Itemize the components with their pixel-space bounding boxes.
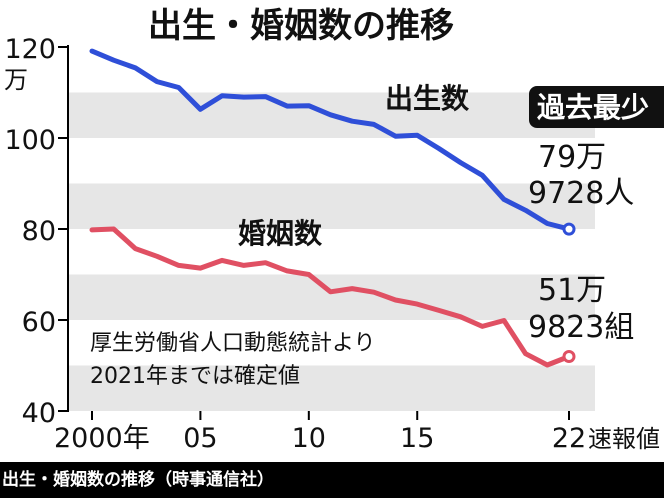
- series-line-marriages: [89, 226, 572, 368]
- source-note-line2: 2021年までは確定値: [90, 364, 300, 389]
- series-end-point-births: [562, 222, 576, 236]
- marriages-end-value: 51万: [538, 273, 606, 308]
- grid-band: [68, 365, 595, 411]
- series-label-marriages: 婚姻数: [238, 217, 323, 250]
- source-note-line1: 厚生労働省人口動態統計より: [90, 331, 376, 356]
- x-tick-label: 22: [552, 423, 586, 454]
- marriages-end-count: 9823組: [528, 310, 634, 345]
- y-unit-label: 万: [4, 66, 28, 94]
- y-tick-label: 40: [22, 398, 56, 429]
- grid-band: [68, 274, 595, 320]
- birth-marriage-chart: 120 100 80 60 40 2000年 05 10 15 22 出生・婚姻数の推移 万 出…: [4, 6, 664, 454]
- x-axis: 2000年 05 10 15 22: [54, 411, 586, 454]
- y-tick-label: 100: [4, 125, 56, 156]
- x-axis-note: 速報値: [588, 425, 660, 453]
- y-tick-label: 80: [22, 216, 56, 247]
- series-label-births: 出生数: [385, 82, 470, 115]
- background-bands: [68, 92, 595, 411]
- record-low-text: 過去最少: [537, 91, 649, 124]
- caption-bar: 出生・婚姻数の推移（時事通信社）: [0, 462, 664, 498]
- x-tick-label: 15: [400, 423, 434, 454]
- series-lines: [89, 48, 576, 368]
- births-end-value: 79万: [538, 140, 606, 175]
- grid-band: [68, 183, 595, 229]
- y-tick-label: 120: [4, 34, 56, 65]
- record-low-badge-bg: [529, 86, 664, 128]
- record-low-badge: 過去最少: [529, 86, 664, 128]
- series-line-births: [89, 48, 572, 232]
- series-end-point-marriages: [562, 349, 576, 363]
- chart-title: 出生・婚姻数の推移: [148, 6, 454, 46]
- y-tick-label: 60: [22, 307, 56, 338]
- y-axis: 120 100 80 60 40: [4, 34, 68, 429]
- x-tick-label: 05: [183, 423, 217, 454]
- x-tick-label: 10: [292, 423, 326, 454]
- x-tick-label: 2000年: [54, 423, 150, 454]
- births-end-count: 9728人: [528, 176, 634, 211]
